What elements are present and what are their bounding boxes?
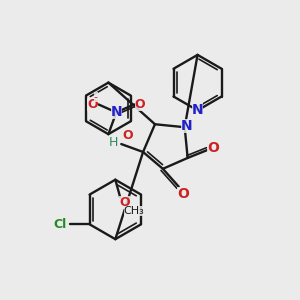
Text: CH₃: CH₃ <box>124 206 145 216</box>
Text: N: N <box>110 105 122 119</box>
Text: O: O <box>208 141 219 155</box>
Text: Cl: Cl <box>53 218 67 231</box>
Text: O: O <box>135 98 146 111</box>
Text: -: - <box>94 92 98 103</box>
Text: O: O <box>119 196 130 209</box>
Text: O: O <box>177 187 189 201</box>
Text: N: N <box>181 119 193 133</box>
Text: H: H <box>109 136 118 148</box>
Text: O: O <box>122 129 133 142</box>
Text: N: N <box>192 103 203 117</box>
Text: O: O <box>87 98 98 111</box>
